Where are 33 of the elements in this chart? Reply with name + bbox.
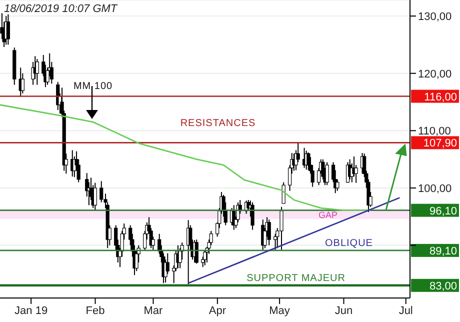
- annotation: OBLIQUE: [325, 238, 373, 249]
- ref-line-label: 89,10: [429, 245, 457, 258]
- y-tick-label: 120,00: [418, 68, 452, 80]
- ref-line-label: 96,10: [429, 205, 457, 218]
- ref-line-label: 107,90: [423, 138, 457, 150]
- candlestick: [250, 202, 254, 230]
- x-tick-label: Jun: [334, 304, 353, 317]
- candlestick: [306, 152, 310, 171]
- ref-line-label: 83,00: [429, 280, 457, 292]
- annotation: RESISTANCES: [180, 118, 256, 129]
- candlestick: [267, 218, 271, 246]
- x-tick-label: Mar: [144, 304, 164, 317]
- annotation: MM 100: [73, 81, 113, 92]
- candlestick: [35, 58, 39, 86]
- candlestick: [203, 250, 207, 266]
- ref-line-label: 116,00: [424, 91, 457, 104]
- y-tick-label: 130,00: [418, 10, 452, 23]
- x-tick-label: May: [269, 304, 290, 317]
- y-tick-label: 100,00: [418, 182, 452, 195]
- candlestick: [6, 14, 10, 46]
- band-label: GAP: [318, 210, 338, 220]
- x-tick-label: Apr: [208, 304, 226, 317]
- x-tick-label: Feb: [86, 304, 105, 317]
- candlestick: [100, 180, 104, 203]
- x-tick-label: Jan 19: [14, 304, 48, 317]
- annotation: SUPPORT MAJEUR: [246, 273, 346, 284]
- y-tick-label: 110,00: [418, 126, 451, 138]
- candlestick: [325, 162, 329, 186]
- candlestick: [280, 206, 284, 250]
- x-tick-label: Jul: [398, 304, 413, 317]
- line-series: [0, 104, 372, 212]
- annotation: 18/06/2019 10:07 GMT: [4, 3, 118, 15]
- candlestick: [194, 239, 198, 264]
